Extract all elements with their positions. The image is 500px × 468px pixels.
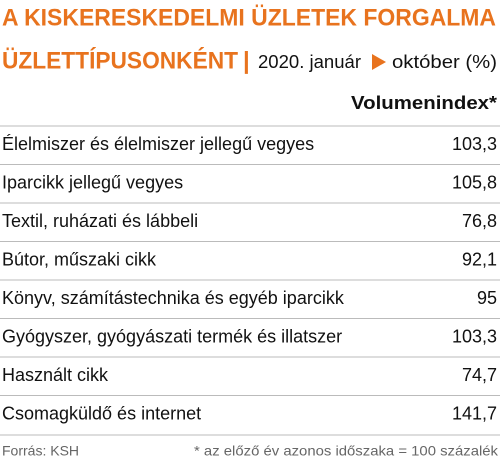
title: A KISKERESKEDELMI ÜZLETEK FORGALMA [2,4,496,31]
row-label: Iparcikk jellegű vegyes [2,173,183,193]
row-label: Élelmiszer és élelmiszer jellegű vegyes [2,134,314,154]
period-end: október (%) [392,52,497,72]
row-label: Gyógyszer, gyógyászati termék és illatsz… [2,327,342,347]
row-value: 103,3 [452,134,497,154]
row-label: Textil, ruházati és lábbeli [2,211,198,231]
row-label: Használt cikk [2,365,109,385]
separator: | [243,47,250,74]
row-label: Csomagküldő és internet [2,404,201,424]
row-value: 141,7 [452,404,497,424]
table: Élelmiszer és élelmiszer jellegű vegyes 1… [0,125,500,424]
row-value: 103,3 [452,327,497,347]
source: Forrás: KSH [2,443,79,459]
subtitle: ÜZLETTÍPUSONKÉNT [2,46,238,74]
row-value: 92,1 [462,250,497,270]
row-label: Könyv, számítástechnika és egyéb iparcik… [2,288,345,308]
note: * az előző év azonos időszaka = 100 száz… [194,443,499,459]
row-value: 76,8 [462,211,497,231]
row-value: 95 [477,288,497,308]
arrow [372,54,386,70]
row-value: 74,7 [462,365,497,385]
column-header: Volumenindex* [351,93,497,113]
row-value: 105,8 [452,173,497,193]
period-start: 2020. január [258,52,361,72]
row-label: Bútor, műszaki cikk [2,250,157,270]
